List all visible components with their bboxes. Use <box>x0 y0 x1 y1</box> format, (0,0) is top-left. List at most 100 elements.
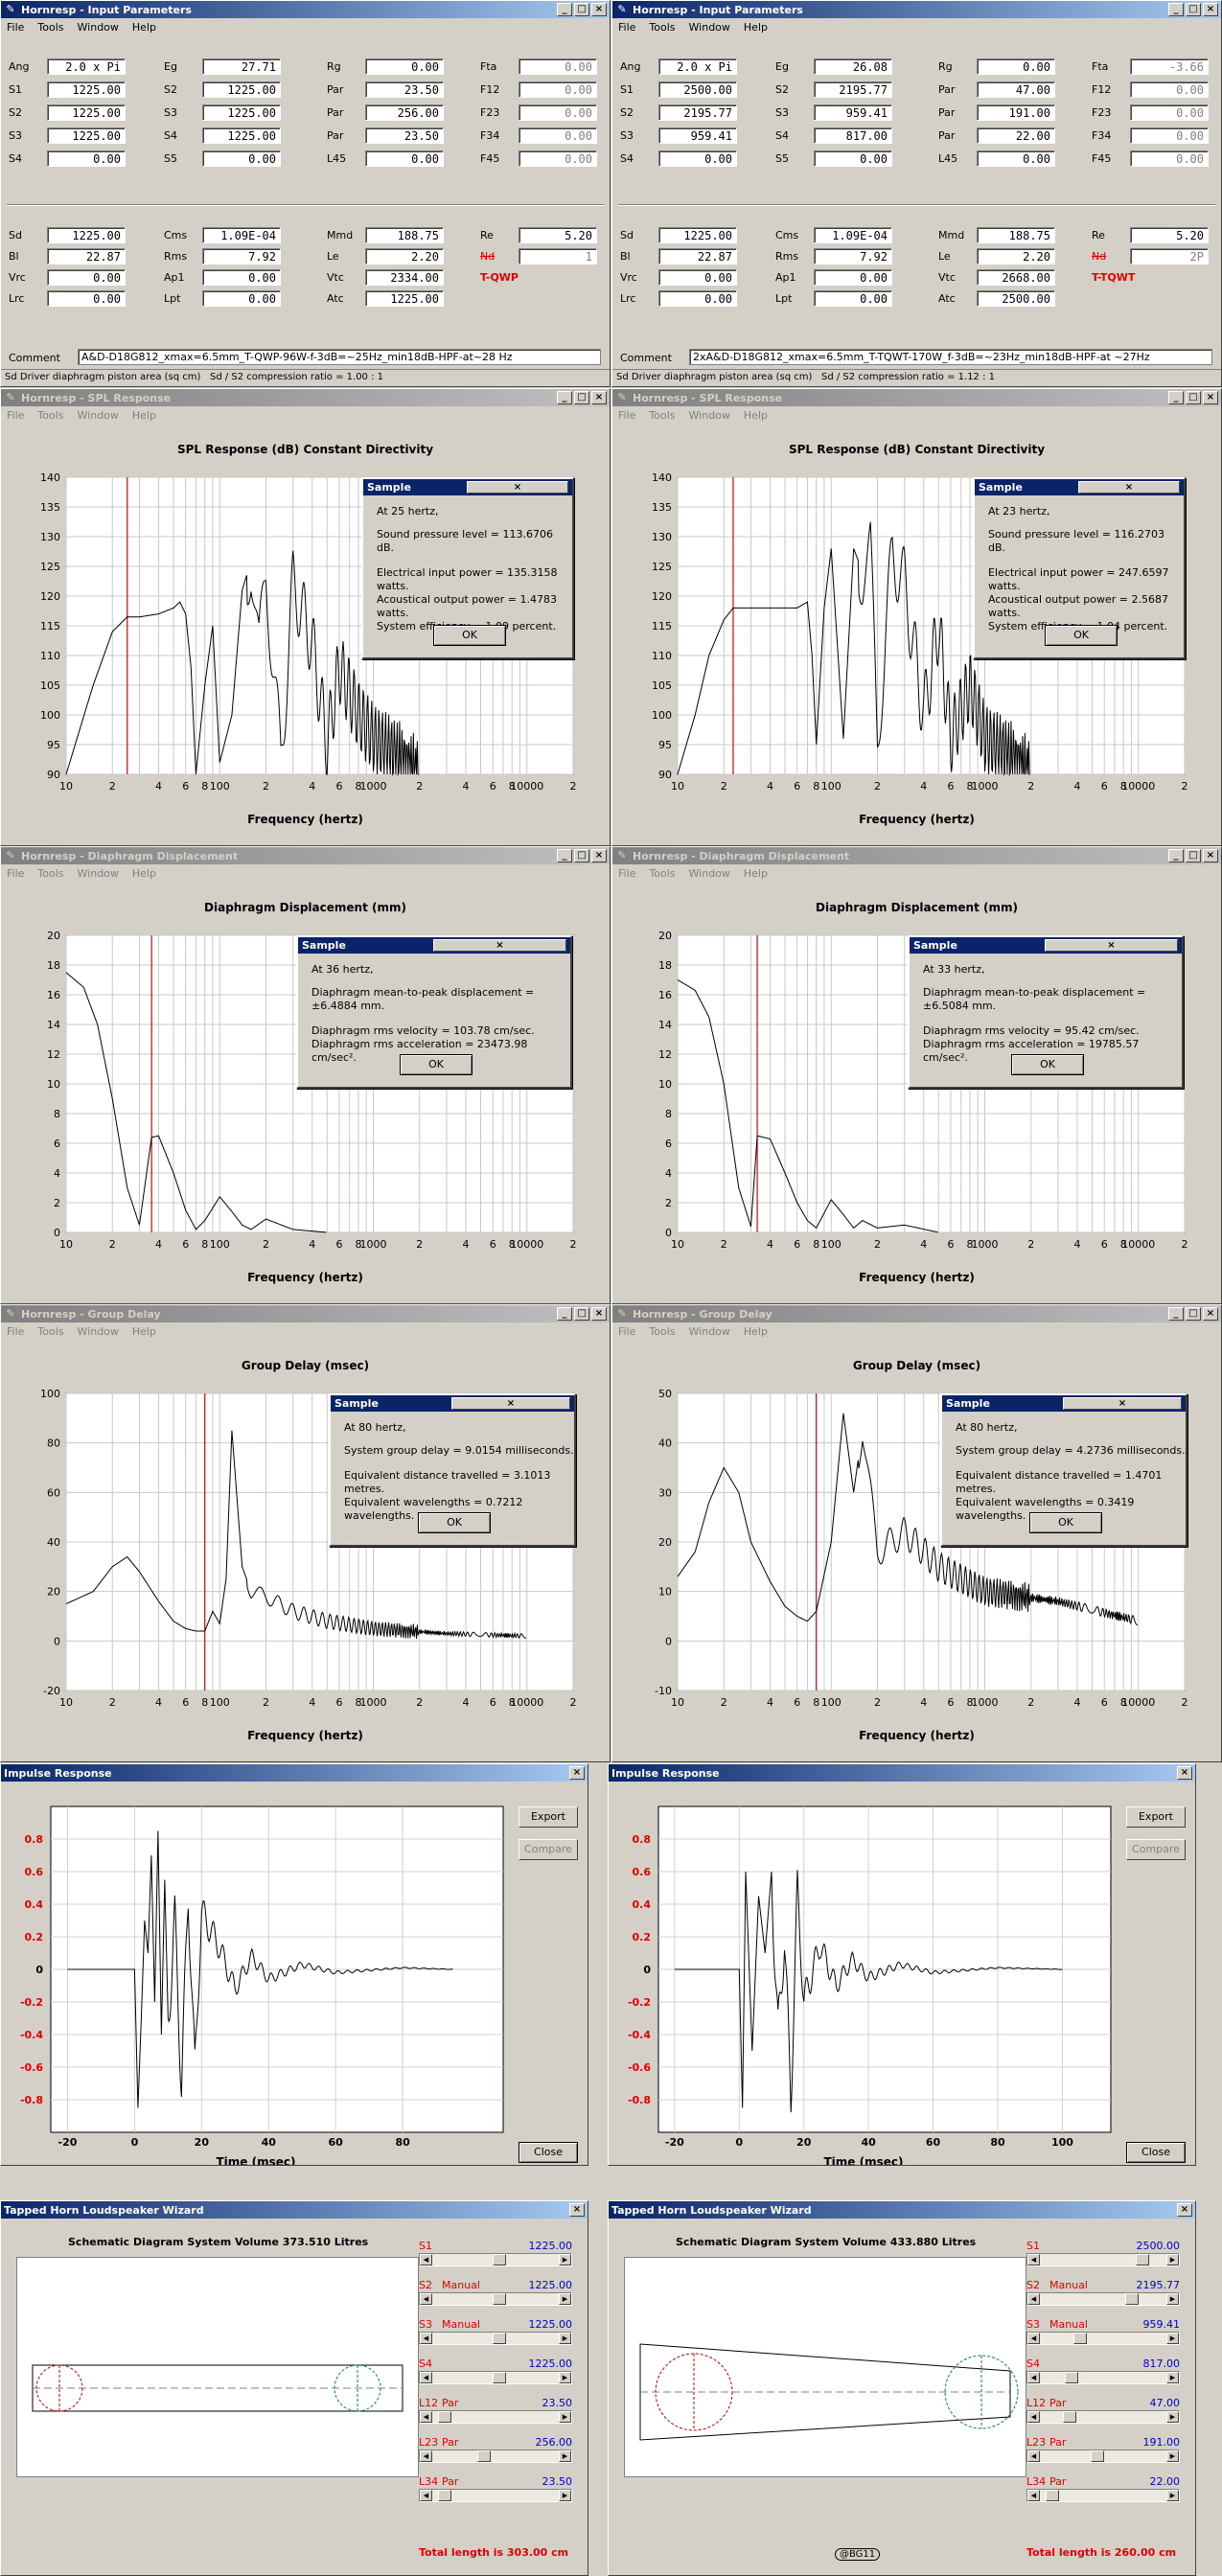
param-value[interactable]: 0.00 <box>519 150 597 167</box>
slider-right-arrow[interactable]: ▶ <box>1166 2450 1179 2462</box>
maximize-button[interactable]: □ <box>1186 1307 1201 1321</box>
close-button[interactable]: × <box>569 2203 585 2217</box>
maximize-button[interactable]: □ <box>574 3 589 16</box>
dialog-close-button[interactable]: × <box>1045 939 1178 952</box>
param-value[interactable]: 0.00 <box>365 58 444 75</box>
param-value[interactable]: 0.00 <box>202 150 281 167</box>
title-bar[interactable]: ✎ Hornresp - Group Delay _ □ × <box>612 1305 1221 1322</box>
param-value[interactable]: 188.75 <box>977 227 1055 243</box>
title-bar[interactable]: ✎ Hornresp - Group Delay _ □ × <box>1 1305 610 1322</box>
minimize-button[interactable]: _ <box>557 391 572 404</box>
dialog-title-bar[interactable]: Sample × <box>942 1395 1186 1412</box>
slider-left-arrow[interactable]: ◀ <box>1027 2372 1040 2383</box>
param-value[interactable]: 2.0 x Pi <box>47 58 126 75</box>
slider-thumb[interactable] <box>492 2254 506 2266</box>
dialog-close-button[interactable]: × <box>451 1397 570 1410</box>
param-value[interactable]: 1225.00 <box>47 81 126 98</box>
slider-left-arrow[interactable]: ◀ <box>420 2333 432 2344</box>
param-value[interactable]: -3.66 <box>1130 58 1209 75</box>
menu-window[interactable]: Window <box>688 1325 730 1338</box>
param-value[interactable]: 0.00 <box>1130 104 1209 121</box>
param-value[interactable]: 1225.00 <box>47 227 126 243</box>
close-button[interactable]: × <box>591 391 607 404</box>
param-value[interactable]: 2668.00 <box>977 269 1055 286</box>
slider-right-arrow[interactable]: ▶ <box>1166 2293 1179 2305</box>
param-value[interactable]: 1 <box>519 248 597 264</box>
close-dialog-button[interactable]: Close <box>519 2142 578 2163</box>
title-bar[interactable]: ✎ Hornresp - SPL Response _ □ × <box>1 389 610 406</box>
wizard-slider[interactable]: ◀ ▶ <box>1026 2450 1180 2463</box>
slider-left-arrow[interactable]: ◀ <box>420 2490 432 2501</box>
close-button[interactable]: × <box>1203 391 1218 404</box>
close-button[interactable]: × <box>1177 2203 1192 2217</box>
menu-tools[interactable]: Tools <box>37 1325 64 1338</box>
wizard-slider[interactable]: ◀ ▶ <box>419 2332 572 2345</box>
menu-help[interactable]: Help <box>743 21 768 34</box>
close-button[interactable]: × <box>591 849 607 862</box>
param-value[interactable]: 0.00 <box>814 290 892 307</box>
title-bar[interactable]: Tapped Horn Loudspeaker Wizard × <box>1 2201 588 2219</box>
param-value[interactable]: 1225.00 <box>658 227 737 243</box>
ok-button[interactable]: OK <box>400 1054 473 1075</box>
menu-window[interactable]: Window <box>77 867 119 880</box>
param-value[interactable]: 0.00 <box>519 81 597 98</box>
close-button[interactable]: × <box>1203 849 1218 862</box>
title-bar[interactable]: ✎ Hornresp - Input Parameters _ □ × <box>1 1 610 18</box>
param-value[interactable]: 0.00 <box>658 150 737 167</box>
wizard-slider[interactable]: ◀ ▶ <box>1026 2332 1180 2345</box>
param-value[interactable]: 1225.00 <box>47 104 126 121</box>
title-bar[interactable]: ✎ Hornresp - Input Parameters _ □ × <box>612 1 1221 18</box>
maximize-button[interactable]: □ <box>574 1307 589 1321</box>
menu-tools[interactable]: Tools <box>649 21 676 34</box>
param-value[interactable]: 22.87 <box>47 248 126 264</box>
menu-tools[interactable]: Tools <box>37 21 64 34</box>
wizard-slider[interactable]: ◀ ▶ <box>419 2253 572 2266</box>
menu-help[interactable]: Help <box>131 867 156 880</box>
param-value[interactable]: 2195.77 <box>658 104 737 121</box>
close-button[interactable]: × <box>1177 1766 1192 1780</box>
param-value[interactable]: 1225.00 <box>202 104 281 121</box>
wizard-slider[interactable]: ◀ ▶ <box>419 2450 572 2463</box>
param-value[interactable]: 0.00 <box>47 150 126 167</box>
menu-tools[interactable]: Tools <box>649 867 676 880</box>
ok-button[interactable]: OK <box>1029 1512 1102 1533</box>
slider-thumb[interactable] <box>492 2333 506 2344</box>
impulse-plot[interactable]: -20 0 20 40 60 80 0.8 0.6 0.4 0.2 0 -0.2 -0.4 -0.6 -0.… <box>1 1764 509 2166</box>
slider-right-arrow[interactable]: ▶ <box>559 2490 571 2501</box>
slider-left-arrow[interactable]: ◀ <box>420 2372 432 2383</box>
param-value[interactable]: 27.71 <box>202 58 281 75</box>
param-value[interactable]: 0.00 <box>47 290 126 307</box>
param-value[interactable]: 2.20 <box>365 248 444 264</box>
param-value[interactable]: 817.00 <box>814 127 892 144</box>
param-value[interactable]: 2500.00 <box>977 290 1055 307</box>
param-value[interactable]: 2500.00 <box>658 81 737 98</box>
impulse-plot[interactable]: -20 0 20 40 60 80 100 0.8 0.6 0.4 0.2 0 -0.2 -0.4 -0.6… <box>609 1764 1117 2166</box>
title-bar[interactable]: ✎ Hornresp - Diaphragm Displacement _ □ × <box>1 847 610 864</box>
param-value[interactable]: 0.00 <box>814 269 892 286</box>
param-value[interactable]: 0.00 <box>977 150 1055 167</box>
slider-right-arrow[interactable]: ▶ <box>559 2372 571 2383</box>
param-value[interactable]: 0.00 <box>1130 81 1209 98</box>
wizard-slider[interactable]: ◀ ▶ <box>419 2489 572 2502</box>
param-value[interactable]: 1.09E-04 <box>814 227 892 243</box>
wizard-slider[interactable]: ◀ ▶ <box>1026 2371 1180 2384</box>
minimize-button[interactable]: _ <box>1168 391 1184 404</box>
slider-right-arrow[interactable]: ▶ <box>559 2333 571 2344</box>
menu-window[interactable]: Window <box>77 21 119 34</box>
ok-button[interactable]: OK <box>1011 1054 1084 1075</box>
maximize-button[interactable]: □ <box>1186 3 1201 16</box>
menu-help[interactable]: Help <box>743 409 768 422</box>
slider-thumb[interactable] <box>1062 2411 1076 2423</box>
dialog-title-bar[interactable]: Sample × <box>975 479 1184 495</box>
ok-button[interactable]: OK <box>433 625 506 646</box>
title-bar[interactable]: ✎ Hornresp - SPL Response _ □ × <box>612 389 1221 406</box>
param-value[interactable]: 0.00 <box>202 290 281 307</box>
slider-thumb[interactable] <box>1136 2254 1150 2266</box>
slider-thumb[interactable] <box>1064 2372 1078 2383</box>
minimize-button[interactable]: _ <box>1168 849 1184 862</box>
param-value[interactable]: 0.00 <box>519 58 597 75</box>
param-value[interactable]: 959.41 <box>658 127 737 144</box>
compare-button[interactable]: Compare <box>1126 1839 1186 1860</box>
param-value[interactable]: 1.09E-04 <box>202 227 281 243</box>
wizard-slider[interactable]: ◀ ▶ <box>1026 2292 1180 2306</box>
